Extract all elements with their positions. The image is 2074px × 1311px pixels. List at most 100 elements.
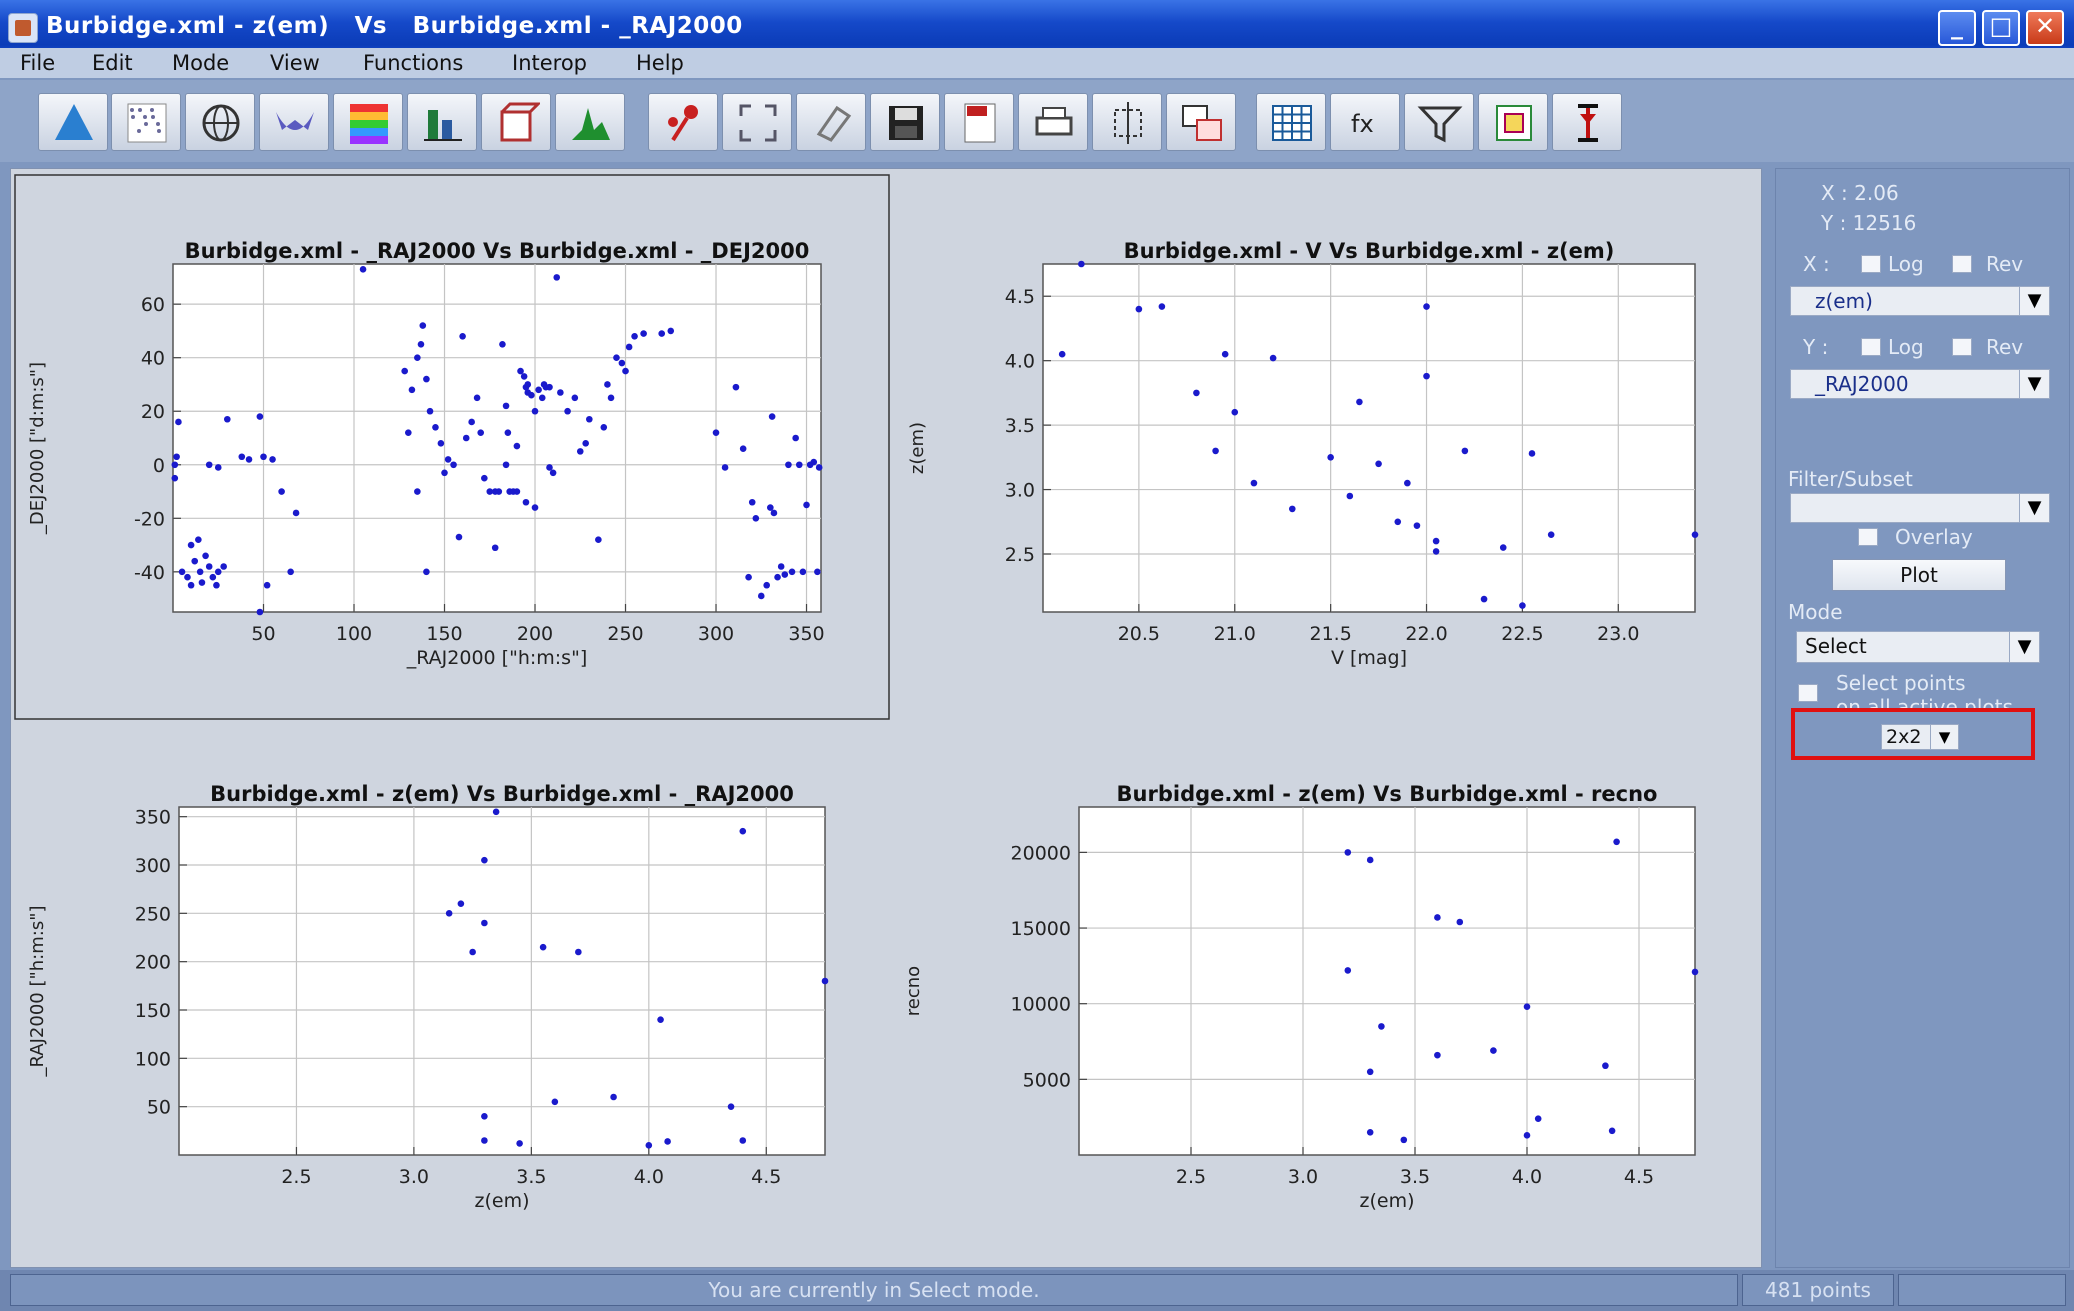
- x-tick-label: 2.5: [281, 1166, 311, 1188]
- maximize-button[interactable]: □: [1982, 10, 2020, 46]
- y-column-select[interactable]: _RAJ2000 ▼: [1790, 369, 2050, 399]
- stacked-peaks-button[interactable]: [555, 93, 625, 151]
- cube-plot-button[interactable]: [481, 93, 551, 151]
- data-point: [278, 488, 285, 495]
- table-view-button[interactable]: [1256, 93, 1326, 151]
- copy-window-button[interactable]: [1166, 93, 1236, 151]
- data-point: [516, 1140, 523, 1147]
- data-point: [419, 322, 427, 329]
- settings-button[interactable]: [1478, 93, 1548, 151]
- x-axis-label: z(em): [475, 1190, 530, 1212]
- data-point: [763, 581, 770, 589]
- eraser-button[interactable]: [796, 93, 866, 151]
- data-point: [491, 544, 499, 552]
- function-button[interactable]: fx: [1330, 93, 1400, 151]
- sky-globe-button[interactable]: [185, 93, 255, 151]
- add-point-button[interactable]: [648, 93, 718, 151]
- x-rev-checkbox[interactable]: [1952, 255, 1972, 273]
- histogram-button[interactable]: [407, 93, 477, 151]
- chart-title: Burbidge.xml - V Vs Burbidge.xml - z(em): [1124, 239, 1615, 263]
- select-all-plots-checkbox[interactable]: [1798, 684, 1818, 702]
- title-bar[interactable]: Burbidge.xml - z(em) Vs Burbidge.xml - _…: [0, 0, 2074, 56]
- menu-view[interactable]: View: [270, 51, 320, 75]
- chart-1[interactable]: 50 100 150 200 250 300 3506040200-20-40Burbidg…: [14, 174, 890, 720]
- data-point: [1193, 389, 1200, 397]
- data-point: [777, 563, 785, 570]
- y-rev-checkbox[interactable]: [1952, 338, 1972, 356]
- data-point: [540, 381, 548, 388]
- data-point: [752, 515, 760, 522]
- menu-help[interactable]: Help: [636, 51, 684, 75]
- pdf-export-button[interactable]: [944, 93, 1014, 151]
- menu-bar: File Edit Mode View Functions Interop He…: [0, 48, 2074, 78]
- data-point: [1456, 918, 1464, 926]
- chart-3[interactable]: 2.5 3.0 3.5 4.0 4.5 350 300 250 200 150 100 50 Burbi…: [27, 782, 829, 1212]
- close-button[interactable]: ✕: [2026, 10, 2064, 46]
- filter-subset-select[interactable]: ▼: [1790, 493, 2050, 523]
- data-point: [481, 919, 488, 927]
- crop-region-button[interactable]: [1092, 93, 1162, 151]
- app-icon[interactable]: [8, 13, 38, 43]
- data-point: [1519, 602, 1526, 609]
- data-point: [209, 573, 217, 581]
- print-button[interactable]: [1018, 93, 1088, 151]
- plot-button[interactable]: Plot: [1832, 559, 2006, 591]
- y-tick-label: 0: [153, 455, 165, 477]
- chart-4[interactable]: 2.5 3.0 3.5 4.0 4.5 20000 15000 10000 5000 Burbid…: [903, 782, 1699, 1212]
- print-icon: [1035, 107, 1073, 136]
- data-point: [788, 568, 796, 576]
- chevron-down-icon: ▼: [1930, 725, 1958, 749]
- data-point: [1366, 1129, 1374, 1136]
- data-point: [423, 375, 430, 383]
- y-tick-label: 40: [141, 348, 165, 370]
- plot-area[interactable]: 50 100 150 200 250 300 350 60 40 20 0 -20 -40 Burbidg…: [10, 168, 1762, 1268]
- density-map-button[interactable]: [333, 93, 403, 151]
- chart-2[interactable]: 20.5 21.0 21.5 22.0 22.5 23.0 4.5 4.0 3.5 3.0 2.5 B…: [907, 239, 1699, 669]
- y-tick-label: 10000: [1011, 994, 1071, 1016]
- data-point: [604, 381, 611, 388]
- menu-mode[interactable]: Mode: [172, 51, 230, 75]
- menu-functions[interactable]: Functions: [363, 51, 464, 75]
- y-tick-label: 250: [135, 903, 171, 925]
- data-point: [432, 423, 439, 431]
- error-bar-button[interactable]: [1552, 93, 1622, 151]
- chevron-down-icon: ▼: [2009, 632, 2039, 662]
- grid-layout-select[interactable]: 2x2 ▼: [1881, 724, 1959, 750]
- y-log-checkbox[interactable]: [1861, 338, 1881, 356]
- save-button[interactable]: [870, 93, 940, 151]
- data-point: [359, 266, 367, 273]
- scatter-plot-button[interactable]: [111, 93, 181, 151]
- y-tick-label: 200: [135, 952, 171, 974]
- menu-interop[interactable]: Interop: [512, 51, 588, 75]
- y-tick-label: 20: [141, 401, 165, 423]
- minimize-button[interactable]: _: [1938, 10, 1976, 46]
- data-point: [622, 367, 629, 375]
- y-log-label: Log: [1888, 335, 1924, 359]
- x-column-select[interactable]: z(em) ▼: [1790, 286, 2050, 316]
- 3d-surface-button[interactable]: [259, 93, 329, 151]
- data-point: [260, 453, 267, 461]
- data-point: [549, 469, 557, 477]
- y-tick-label: 100: [135, 1048, 171, 1070]
- x-tick-label: 2.5: [1176, 1166, 1206, 1188]
- data-point: [1404, 479, 1411, 487]
- data-point: [546, 464, 553, 471]
- data-point: [745, 573, 752, 581]
- data-point: [814, 568, 821, 576]
- overlay-checkbox[interactable]: [1858, 528, 1878, 546]
- data-point: [774, 573, 781, 581]
- data-point: [263, 581, 271, 589]
- zoom-fit-button[interactable]: [722, 93, 792, 151]
- cone-plot-button[interactable]: [38, 93, 108, 151]
- data-point: [1413, 522, 1421, 529]
- y-tick-label: 2.5: [1005, 544, 1035, 566]
- menu-file[interactable]: File: [20, 51, 56, 75]
- filter-button[interactable]: [1404, 93, 1474, 151]
- chart-title: Burbidge.xml - z(em) Vs Burbidge.xml - r…: [1117, 782, 1658, 806]
- mode-select[interactable]: Select ▼: [1796, 631, 2040, 663]
- data-point: [564, 407, 571, 415]
- menu-edit[interactable]: Edit: [92, 51, 133, 75]
- select-points-label-2: on all active plots: [1836, 695, 2013, 709]
- x-log-checkbox[interactable]: [1861, 255, 1881, 273]
